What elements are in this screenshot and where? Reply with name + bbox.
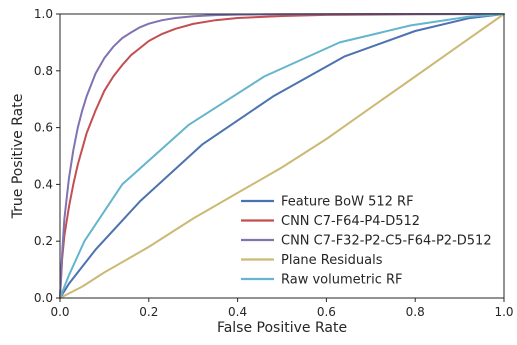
y-tick-label: 0.8 bbox=[34, 64, 53, 78]
x-tick-label: 0.2 bbox=[139, 305, 158, 319]
y-tick-label: 0.4 bbox=[34, 177, 53, 191]
x-tick-label: 0.8 bbox=[406, 305, 425, 319]
series-layer bbox=[59, 13, 505, 299]
legend-label-5: Raw volumetric RF bbox=[281, 273, 402, 288]
legend-label-3: CNN C7-F32-P2-C5-F64-P2-D512 bbox=[281, 234, 492, 249]
y-tick-label: 0.0 bbox=[34, 291, 53, 305]
plot-frame bbox=[59, 13, 505, 299]
series-line-3 bbox=[59, 13, 505, 299]
y-axis-title: True Positive Rate bbox=[10, 94, 26, 220]
legend-label-4: Plane Residuals bbox=[281, 253, 383, 268]
x-axis-title: False Positive Rate bbox=[217, 320, 347, 336]
y-tick-label: 0.6 bbox=[34, 121, 53, 135]
series-line-4 bbox=[59, 13, 505, 299]
x-tick-label: 0.4 bbox=[228, 305, 247, 319]
legend-label-1: Feature BoW 512 RF bbox=[281, 195, 414, 210]
x-tick-label: 0.6 bbox=[317, 305, 336, 319]
series-line-2 bbox=[59, 13, 505, 299]
series-line-5 bbox=[59, 13, 505, 299]
y-tick-label: 0.2 bbox=[34, 234, 53, 248]
legend: Feature BoW 512 RF CNN C7-F64-P4-D512 CNN … bbox=[241, 195, 492, 288]
y-tick-label: 1.0 bbox=[34, 7, 53, 21]
legend-label-2: CNN C7-F64-P4-D512 bbox=[281, 214, 420, 229]
x-tick-label: 1.0 bbox=[494, 305, 513, 319]
x-tick-label: 0.0 bbox=[50, 305, 69, 319]
ticks-layer: 0.0 0.2 0.4 0.6 0.8 1.0 0.0 0.2 0.4 0.6 0.8 1.0 bbox=[34, 7, 514, 319]
series-line-1 bbox=[59, 13, 505, 299]
